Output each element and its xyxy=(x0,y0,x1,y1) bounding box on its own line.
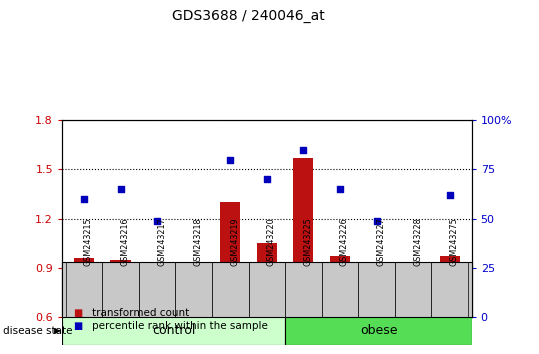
Text: transformed count: transformed count xyxy=(92,308,189,318)
Bar xyxy=(74,258,94,317)
Text: GSM243275: GSM243275 xyxy=(450,218,459,266)
Point xyxy=(262,176,271,182)
Point xyxy=(372,218,381,223)
Point xyxy=(445,192,454,198)
Text: GSM243218: GSM243218 xyxy=(194,218,203,266)
Text: GDS3688 / 240046_at: GDS3688 / 240046_at xyxy=(171,9,324,23)
FancyBboxPatch shape xyxy=(175,262,212,317)
Text: GSM243217: GSM243217 xyxy=(157,218,166,266)
Text: GSM243220: GSM243220 xyxy=(267,218,276,266)
Point xyxy=(336,186,344,192)
Bar xyxy=(367,269,386,317)
FancyBboxPatch shape xyxy=(395,262,431,317)
Bar xyxy=(440,256,460,317)
Text: GSM243225: GSM243225 xyxy=(303,218,313,266)
Bar xyxy=(403,312,423,317)
Bar xyxy=(257,243,277,317)
FancyBboxPatch shape xyxy=(358,262,395,317)
FancyBboxPatch shape xyxy=(102,262,139,317)
Text: GSM243227: GSM243227 xyxy=(377,218,385,266)
FancyBboxPatch shape xyxy=(66,262,102,317)
Text: GSM243215: GSM243215 xyxy=(84,218,93,266)
Text: GSM243226: GSM243226 xyxy=(340,218,349,266)
Bar xyxy=(62,317,286,345)
Bar xyxy=(293,158,314,317)
Text: ■: ■ xyxy=(73,321,82,331)
FancyBboxPatch shape xyxy=(322,262,358,317)
Bar xyxy=(330,256,350,317)
Text: GSM243228: GSM243228 xyxy=(413,218,422,266)
Bar xyxy=(220,202,240,317)
Text: control: control xyxy=(152,325,196,337)
Text: GSM243216: GSM243216 xyxy=(121,218,129,266)
Point xyxy=(189,271,198,276)
Text: obese: obese xyxy=(360,325,397,337)
Bar xyxy=(184,312,204,317)
FancyBboxPatch shape xyxy=(285,262,322,317)
Text: disease state: disease state xyxy=(3,326,72,336)
Text: GSM243219: GSM243219 xyxy=(230,218,239,266)
Point xyxy=(153,218,161,223)
FancyBboxPatch shape xyxy=(139,262,175,317)
Text: percentile rank within the sample: percentile rank within the sample xyxy=(92,321,267,331)
Point xyxy=(116,186,125,192)
Bar xyxy=(147,278,167,317)
Point xyxy=(80,196,88,202)
Point xyxy=(299,147,308,153)
Text: ■: ■ xyxy=(73,308,82,318)
FancyBboxPatch shape xyxy=(212,262,248,317)
Bar xyxy=(110,259,130,317)
FancyBboxPatch shape xyxy=(431,262,468,317)
Point xyxy=(409,271,417,276)
FancyBboxPatch shape xyxy=(248,262,285,317)
Point xyxy=(226,157,234,162)
Bar xyxy=(286,317,472,345)
